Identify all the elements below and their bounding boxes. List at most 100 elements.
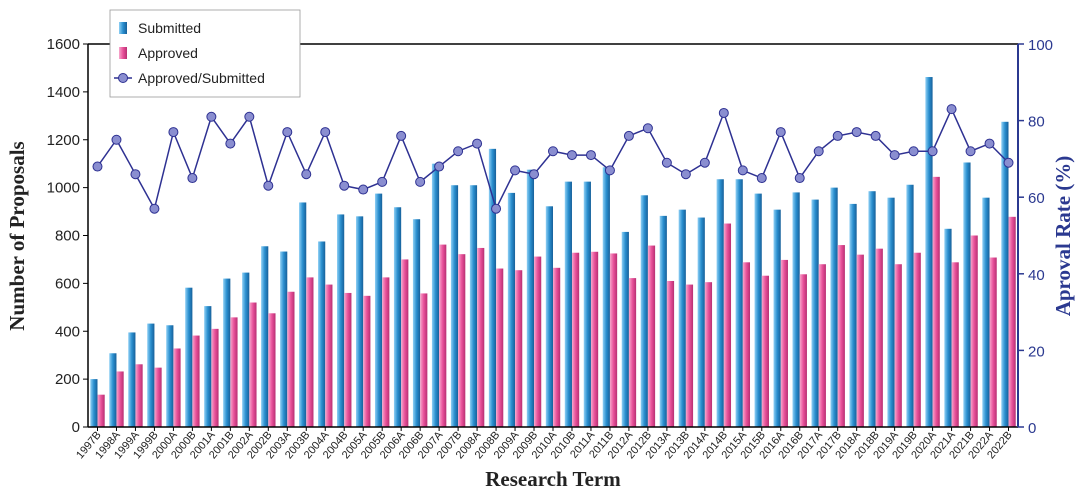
rate-marker [111, 134, 122, 145]
bar [818, 264, 826, 427]
rate-marker [339, 180, 350, 191]
bar [211, 328, 219, 427]
rate-marker [832, 130, 843, 141]
rate-marker [396, 130, 407, 141]
bar [469, 185, 478, 427]
bar [685, 284, 694, 427]
bar [982, 197, 990, 427]
bar [773, 209, 781, 427]
bar [894, 264, 902, 427]
rate-marker [453, 146, 464, 157]
bar [944, 228, 952, 427]
bar [811, 199, 819, 427]
rate-marker [965, 146, 976, 157]
bar [306, 277, 314, 427]
rate-marker [870, 130, 881, 141]
rate-marker [604, 165, 615, 176]
bar [716, 179, 724, 427]
y-tick-label: 1000 [47, 180, 80, 197]
bar [90, 379, 98, 427]
x-axis-title: Research Term [485, 467, 621, 491]
rate-marker [225, 138, 236, 149]
bar [507, 192, 516, 427]
rate-marker [566, 150, 577, 161]
legend-label: Approved/Submitted [138, 70, 265, 86]
bar [640, 195, 648, 427]
bar [287, 291, 295, 427]
y-tick-label: 0 [72, 419, 80, 436]
y-axis-title: Number of Proposals [5, 141, 29, 330]
bar [97, 394, 105, 427]
rate-marker [206, 111, 217, 122]
bar [363, 295, 371, 427]
rate-marker [661, 157, 672, 168]
rate-marker [813, 146, 824, 157]
rate-marker [984, 138, 995, 149]
bar [647, 245, 656, 427]
legend-marker [118, 73, 128, 83]
bar [925, 77, 933, 427]
bar [989, 257, 997, 427]
bar [856, 254, 864, 427]
rate-marker [282, 127, 293, 138]
rate-marker [946, 104, 957, 115]
bar [963, 162, 971, 427]
rate-marker [585, 150, 596, 161]
bar [553, 267, 561, 427]
bar [659, 215, 667, 427]
rate-marker [1003, 157, 1014, 168]
bar [780, 259, 788, 427]
rate-marker [794, 173, 805, 184]
bar [602, 167, 610, 427]
rate-marker [377, 176, 388, 187]
bar [450, 185, 459, 427]
y2-tick-label: 100 [1028, 37, 1053, 54]
legend-swatch [119, 47, 127, 59]
bar [204, 306, 212, 427]
rate-marker [263, 180, 274, 191]
bar [590, 251, 599, 427]
bar [458, 254, 466, 427]
bar [412, 219, 421, 427]
bar [439, 244, 447, 427]
bar [799, 274, 807, 427]
bar [337, 214, 345, 427]
bar [526, 169, 535, 427]
bar [477, 247, 485, 427]
bar [666, 280, 675, 427]
rate-marker [889, 150, 900, 161]
rate-marker [358, 184, 369, 195]
bar [1001, 121, 1009, 427]
bar [154, 367, 162, 427]
bar [697, 217, 705, 427]
bar [754, 193, 762, 427]
y2-tick-label: 60 [1028, 190, 1045, 207]
rate-marker [301, 169, 312, 180]
bar [704, 282, 713, 427]
rate-marker [851, 127, 862, 138]
y-tick-label: 1200 [47, 132, 80, 149]
rate-marker [680, 169, 691, 180]
legend-swatch [119, 22, 127, 34]
bar [849, 203, 857, 427]
rate-marker [187, 173, 198, 184]
rate-marker [92, 161, 103, 172]
bar [185, 287, 193, 427]
legend-label: Submitted [138, 20, 201, 36]
bar [583, 181, 591, 427]
rate-marker [908, 146, 919, 157]
bar [830, 187, 838, 427]
rate-marker [718, 107, 729, 118]
bar [420, 293, 428, 427]
bar [534, 256, 542, 427]
rate-marker [756, 173, 767, 184]
y2-tick-label: 0 [1028, 420, 1036, 437]
rate-marker [320, 127, 331, 138]
y2-axis-title: Aproval Rate (%) [1051, 156, 1075, 317]
rate-marker [642, 123, 653, 134]
bar [761, 275, 769, 427]
bar [261, 246, 269, 427]
bar [868, 191, 876, 427]
bar [564, 181, 572, 427]
rate-marker [737, 165, 748, 176]
